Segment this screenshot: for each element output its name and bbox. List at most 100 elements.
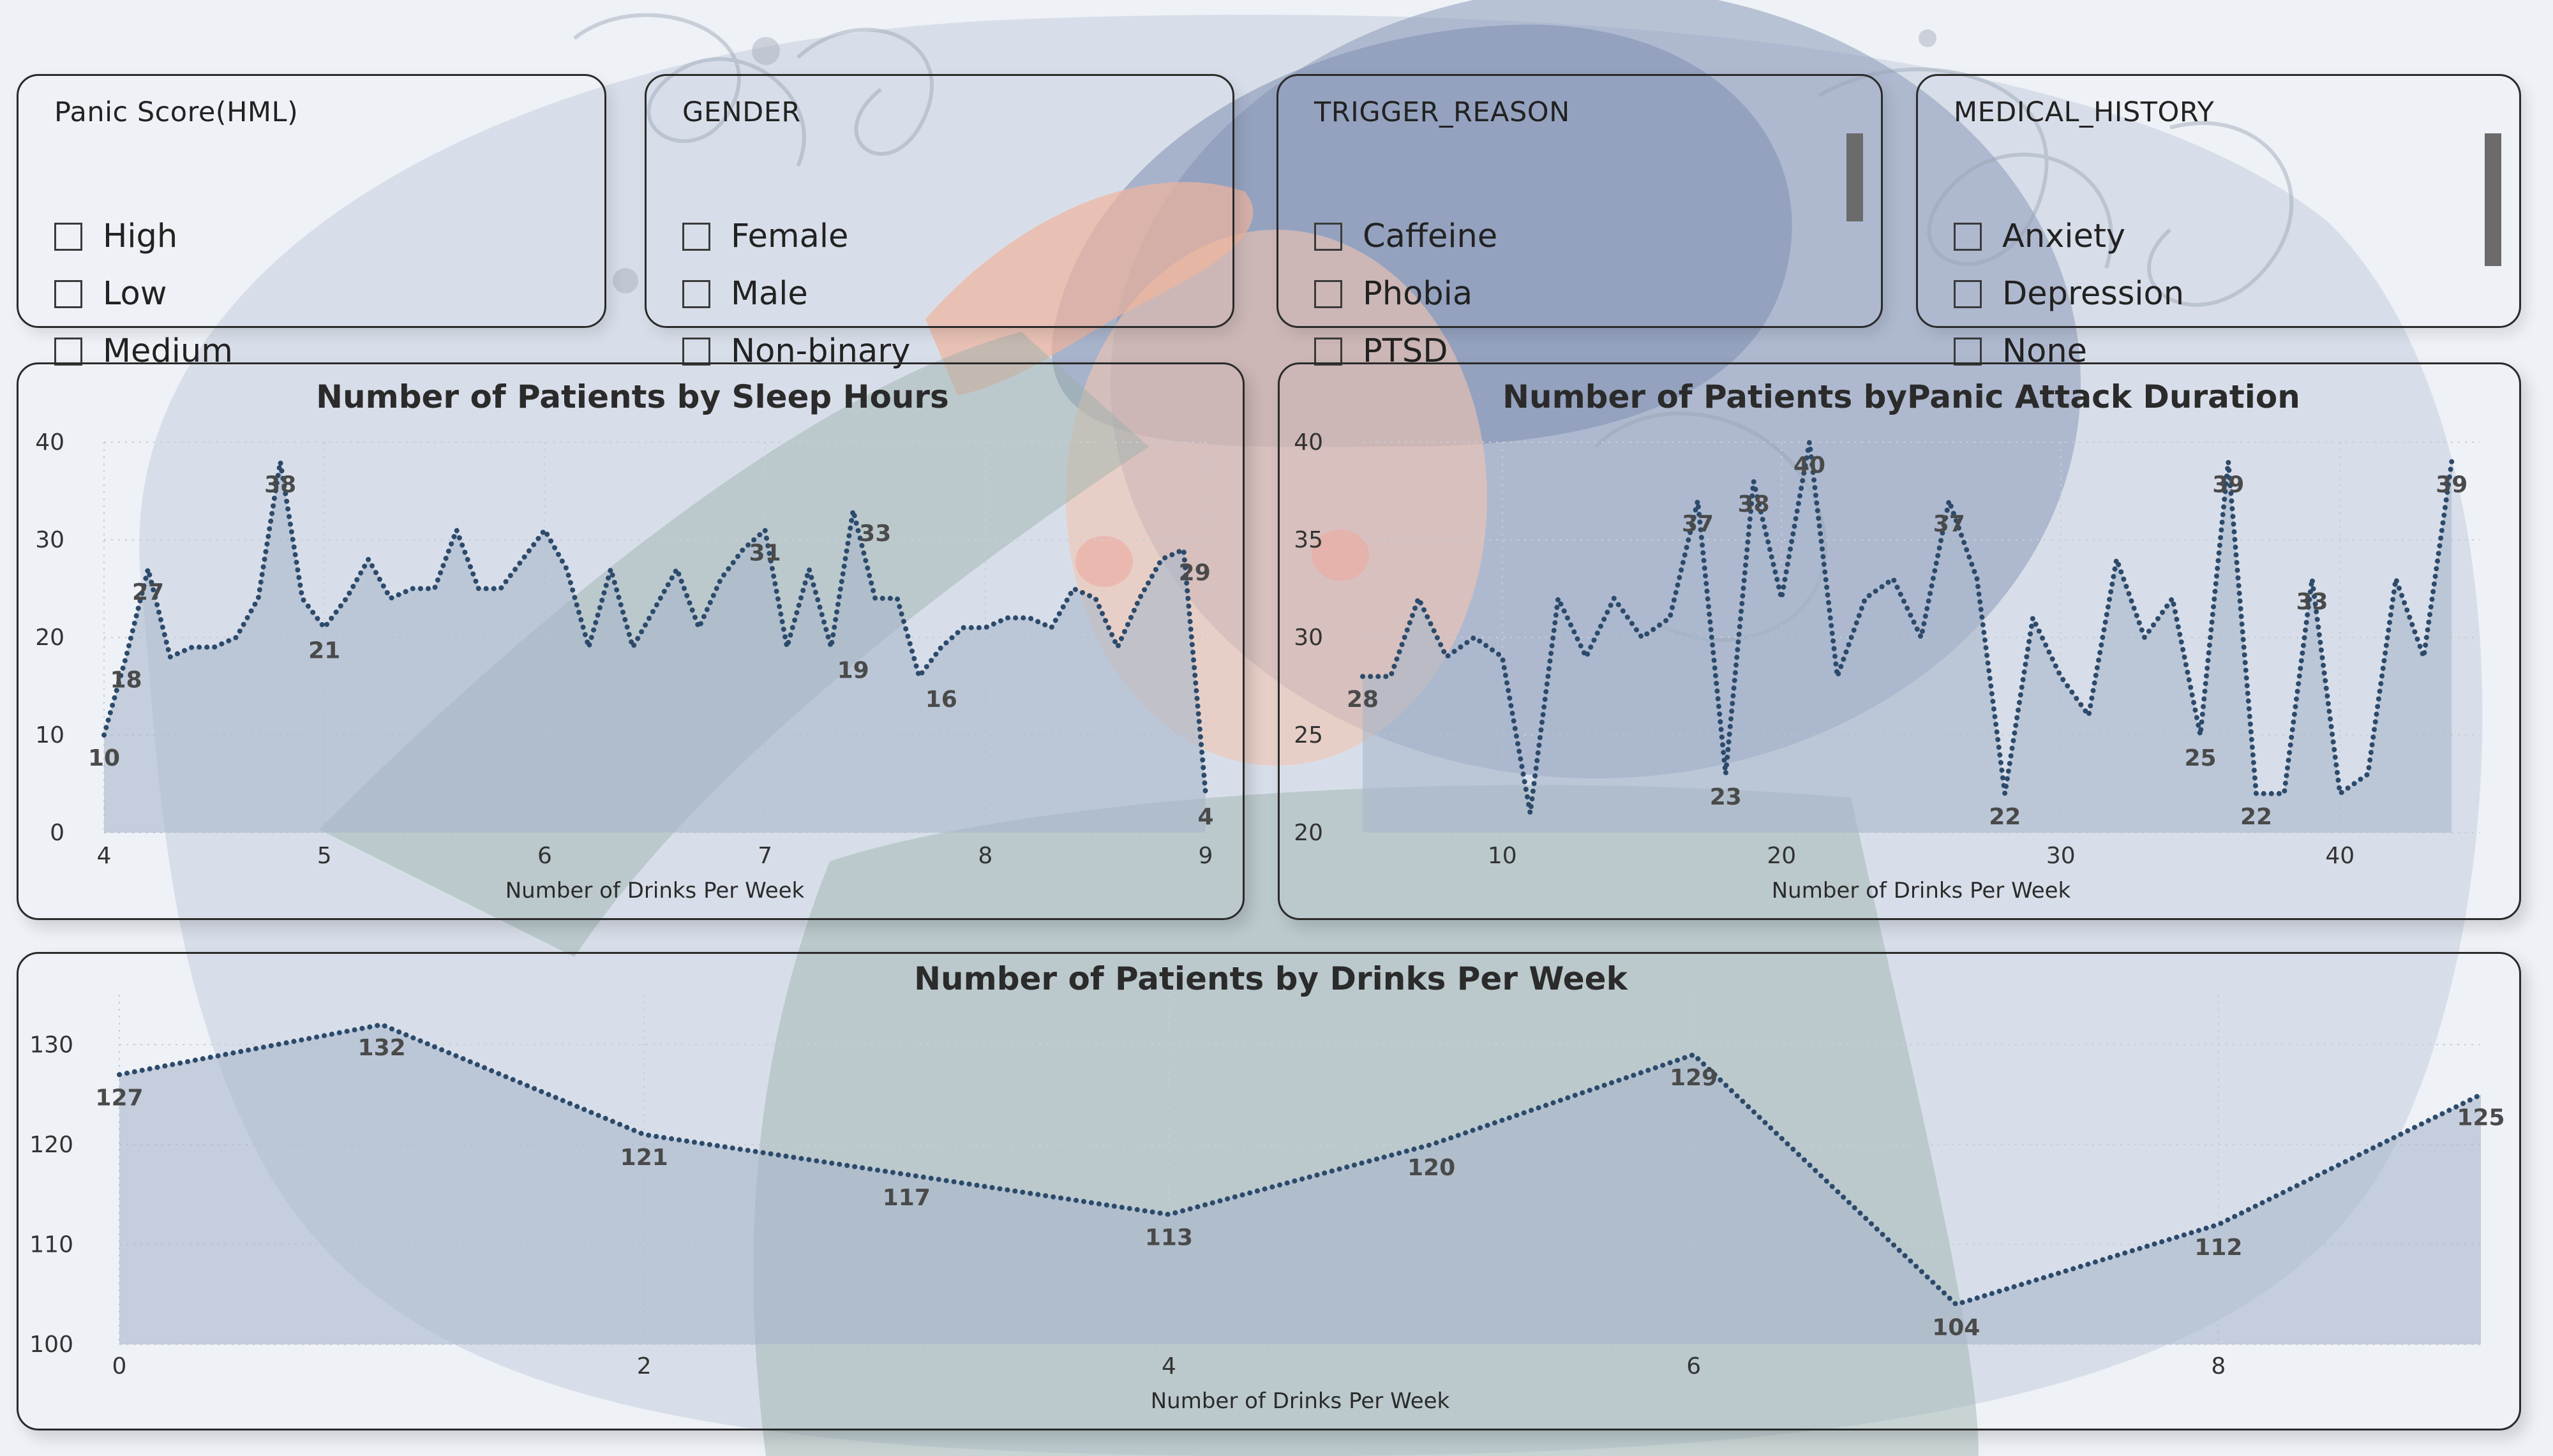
y-tick-label: 30 (35, 527, 64, 553)
checkbox[interactable] (1954, 223, 1982, 251)
data-label: 117 (883, 1185, 931, 1211)
data-label: 28 (1347, 687, 1379, 713)
checkbox[interactable] (1954, 280, 1982, 308)
data-label: 23 (1710, 784, 1742, 810)
x-tick-label: 9 (1199, 843, 1213, 869)
y-tick-label: 20 (35, 625, 64, 651)
data-label: 39 (2436, 472, 2467, 498)
chart-title: Number of Patients by Sleep Hours (316, 378, 949, 415)
chart-drinks-per-week: Number of Patients by Drinks Per Week 100… (17, 952, 2521, 1430)
data-label: 22 (1989, 804, 2021, 830)
x-tick-label: 8 (978, 843, 992, 869)
data-label: 38 (1737, 491, 1769, 517)
checkbox[interactable] (682, 280, 710, 308)
x-axis-label: Number of Drinks Per Week (505, 878, 805, 903)
chart-panic-duration: Number of Patients byPanic Attack Durati… (1278, 362, 2521, 920)
checkbox[interactable] (682, 223, 710, 251)
series-area (119, 1024, 2481, 1344)
checkbox[interactable] (54, 280, 82, 308)
option-label: Caffeine (1363, 218, 1498, 255)
checkbox[interactable] (54, 223, 82, 251)
y-tick-label: 110 (29, 1231, 73, 1258)
data-label: 31 (749, 540, 781, 567)
x-tick-label: 2 (637, 1353, 652, 1379)
data-label: 10 (88, 745, 120, 771)
y-tick-label: 35 (1294, 527, 1323, 553)
data-label: 29 (1179, 560, 1211, 586)
option-label: Low (103, 275, 167, 313)
y-tick-label: 10 (35, 722, 64, 748)
data-label: 25 (2184, 745, 2216, 771)
data-label: 132 (358, 1035, 406, 1061)
option-label: Female (731, 218, 849, 255)
y-tick-label: 20 (1294, 820, 1323, 846)
x-tick-label: 6 (537, 843, 552, 869)
option-label: Anxiety (2002, 218, 2126, 255)
data-label: 125 (2457, 1105, 2504, 1131)
y-tick-label: 30 (1294, 625, 1323, 651)
x-tick-label: 7 (758, 843, 772, 869)
slicer-scrollbar-thumb[interactable] (1846, 133, 1863, 221)
y-tick-label: 40 (1294, 429, 1323, 456)
option-label: Male (731, 275, 808, 313)
option-label: Depression (2002, 275, 2185, 313)
x-tick-label: 5 (317, 843, 332, 869)
data-label: 16 (925, 687, 957, 713)
data-label: 37 (1682, 511, 1714, 537)
checkbox[interactable] (1314, 338, 1342, 366)
x-tick-label: 0 (112, 1353, 127, 1379)
data-label: 113 (1145, 1224, 1193, 1251)
data-label: 33 (2296, 589, 2328, 615)
x-tick-label: 4 (97, 843, 112, 869)
chart-sleep-hours: Number of Patients by Sleep Hours 0 10 20 30… (17, 362, 1245, 920)
checkbox[interactable] (1954, 338, 1982, 366)
y-tick-label: 25 (1294, 722, 1323, 748)
data-label: 40 (1793, 452, 1825, 479)
data-label: 37 (1933, 511, 1965, 537)
data-label: 22 (2240, 804, 2272, 830)
chart-sleep-hours-svg: Number of Patients by Sleep Hours 0 10 20 30… (35, 378, 1213, 903)
data-label: 121 (620, 1145, 668, 1171)
data-label: 18 (110, 667, 142, 694)
x-tick-label: 4 (1162, 1353, 1176, 1379)
x-tick-label: 30 (2046, 843, 2076, 869)
checkbox[interactable] (1314, 223, 1342, 251)
slicer-medical-history: MEDICAL_HISTORY Anxiety Depression None (1916, 74, 2521, 370)
x-tick-label: 6 (1686, 1353, 1701, 1379)
series-line (117, 1021, 2483, 1307)
data-label: 38 (264, 472, 296, 498)
data-label: 27 (132, 579, 164, 605)
data-label: 120 (1407, 1155, 1455, 1181)
data-label: 39 (2212, 472, 2244, 498)
checkbox[interactable] (54, 338, 82, 366)
data-label: 33 (859, 521, 891, 547)
slicer-title: MEDICAL_HISTORY (1954, 96, 2215, 128)
data-label: 129 (1670, 1065, 1718, 1091)
option-label: Phobia (1363, 275, 1473, 313)
chart-title: Number of Patients byPanic Attack Durati… (1502, 378, 2300, 415)
chart-drinks-per-week-svg: Number of Patients by Drinks Per Week 100… (29, 960, 2504, 1414)
slicer-trigger-reason: TRIGGER_REASON Caffeine Phobia PTSD (1276, 74, 1883, 370)
slicer-title: GENDER (682, 96, 801, 128)
x-tick-label: 10 (1488, 843, 1517, 869)
y-tick-label: 100 (29, 1332, 73, 1358)
checkbox[interactable] (1314, 280, 1342, 308)
series-line (101, 459, 1208, 796)
series-area (104, 461, 1206, 833)
x-axis-label: Number of Drinks Per Week (1772, 878, 2071, 903)
chart-title: Number of Patients by Drinks Per Week (914, 960, 1628, 997)
y-tick-label: 120 (29, 1132, 73, 1158)
data-label: 127 (95, 1085, 143, 1111)
data-label: 4 (1197, 804, 1213, 830)
slicer-scrollbar-thumb[interactable] (2485, 133, 2501, 266)
x-axis-label: Number of Drinks Per Week (1151, 1388, 1450, 1414)
data-label: 104 (1932, 1314, 1980, 1341)
data-label: 21 (308, 638, 340, 664)
slicer-title: TRIGGER_REASON (1314, 96, 1570, 128)
x-tick-label: 40 (2325, 843, 2355, 869)
checkbox[interactable] (682, 338, 710, 366)
slicer-title: Panic Score(HML) (54, 96, 299, 128)
x-tick-label: 20 (1767, 843, 1796, 869)
slicer-gender: GENDER Female Male Non-binary (645, 74, 1234, 370)
chart-panic-duration-svg: Number of Patients byPanic Attack Durati… (1294, 378, 2480, 903)
